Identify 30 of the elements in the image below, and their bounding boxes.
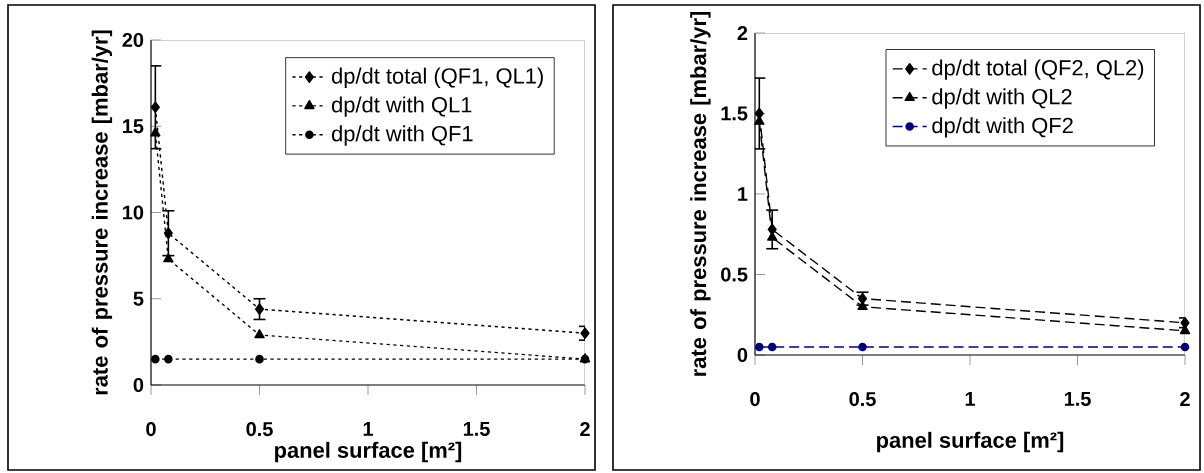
y-tick-label: 0 [737,347,748,363]
legend-label: dp/dt with QF2 [932,117,1073,138]
y-axis-title: rate of pressure increase [mbar/yr] [690,11,711,376]
x-axis-title: panel surface [m²] [275,441,462,463]
x-tick-label: 0 [146,422,156,437]
legend-label: dp/dt total (QF2, QL2) [932,59,1144,80]
y-tick-label: 1.5 [721,106,748,121]
x-tick-label: 1.5 [463,422,490,436]
x-axis-title: panel surface [m²] [877,431,1064,453]
y-tick-label: 15 [123,119,144,134]
legend-label: dp/dt with QF1 [331,125,473,146]
legend-label: dp/dt total (QF1, QL1) [331,67,543,89]
y-tick-label: 0.5 [721,267,748,282]
x-tick-label: 2 [1180,392,1190,406]
y-tick-label: 0 [133,377,144,393]
x-tick-label: 0.5 [849,392,876,407]
x-tick-label: 1 [363,422,373,436]
y-tick-label: 20 [122,32,144,48]
y-tick-label: 5 [133,291,144,306]
x-tick-label: 1 [965,392,975,406]
y-axis-title: rate of pressure increase [mbar/yr] [91,30,113,395]
x-tick-label: 1.5 [1064,392,1091,406]
legend-label: dp/dt with QL2 [932,88,1072,109]
y-tick-label: 1 [738,187,748,201]
x-tick-label: 2 [580,422,590,436]
y-tick-label: 10 [123,205,144,220]
x-tick-label: 0 [750,392,760,407]
y-tick-label: 2 [737,26,748,40]
legend-label: dp/dt with QL1 [331,96,472,117]
x-tick-label: 0.5 [246,422,273,437]
